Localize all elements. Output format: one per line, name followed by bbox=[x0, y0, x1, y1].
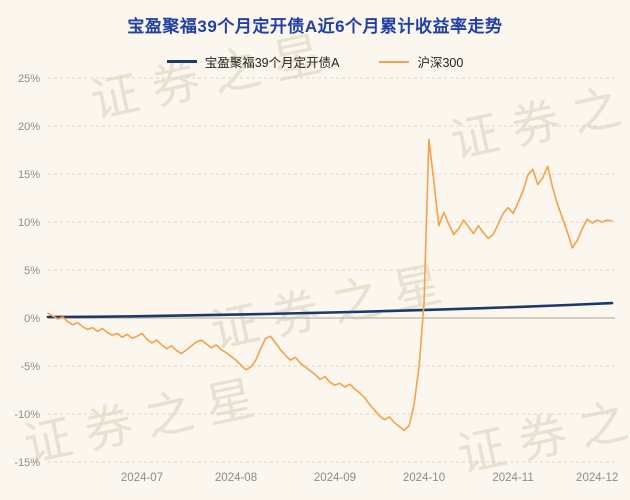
csi300-line bbox=[47, 138, 613, 432]
x-tick-label: 2024-12 bbox=[576, 472, 618, 484]
y-tick-label: 10% bbox=[18, 217, 40, 229]
y-tick-label: 25% bbox=[18, 73, 40, 85]
fund-return-line bbox=[46, 301, 614, 319]
csi300-line-swatch bbox=[379, 60, 410, 63]
y-tick-label: -5% bbox=[20, 361, 40, 373]
x-tick-label: 2024-08 bbox=[215, 472, 257, 484]
legend-label-csi300: 沪深300 bbox=[417, 56, 464, 70]
x-tick-label: 2024-07 bbox=[121, 472, 163, 484]
y-tick-label: 5% bbox=[24, 265, 40, 277]
chart-title: 宝盈聚福39个月定开债A近6个月累计收益率走势 bbox=[127, 17, 503, 36]
x-tick-label: 2024-10 bbox=[403, 472, 445, 484]
watermark-text: 证券之星 bbox=[206, 255, 460, 358]
y-tick-label: -15% bbox=[14, 457, 40, 469]
legend-item-fund: 宝盈聚福39个月定开债A bbox=[166, 52, 340, 71]
x-tick-label: 2024-11 bbox=[492, 472, 533, 484]
watermark-text: 证券之星 bbox=[453, 379, 630, 482]
y-tick-label: -10% bbox=[14, 409, 40, 421]
watermark-text: 证券之星 bbox=[446, 65, 630, 168]
y-tick-label: 20% bbox=[18, 121, 40, 133]
watermark-text: 证券之星 bbox=[86, 25, 340, 128]
x-tick-label: 2024-09 bbox=[314, 472, 356, 484]
y-tick-label: 0% bbox=[24, 313, 40, 325]
chart-legend: 宝盈聚福39个月定开债A 沪深300 bbox=[0, 52, 630, 71]
watermark-text: 证券之星 bbox=[19, 369, 273, 472]
fund-line-swatch bbox=[166, 60, 197, 63]
legend-label-fund: 宝盈聚福39个月定开债A bbox=[204, 56, 340, 70]
legend-item-csi300: 沪深300 bbox=[379, 52, 463, 71]
y-tick-label: 15% bbox=[18, 169, 40, 181]
